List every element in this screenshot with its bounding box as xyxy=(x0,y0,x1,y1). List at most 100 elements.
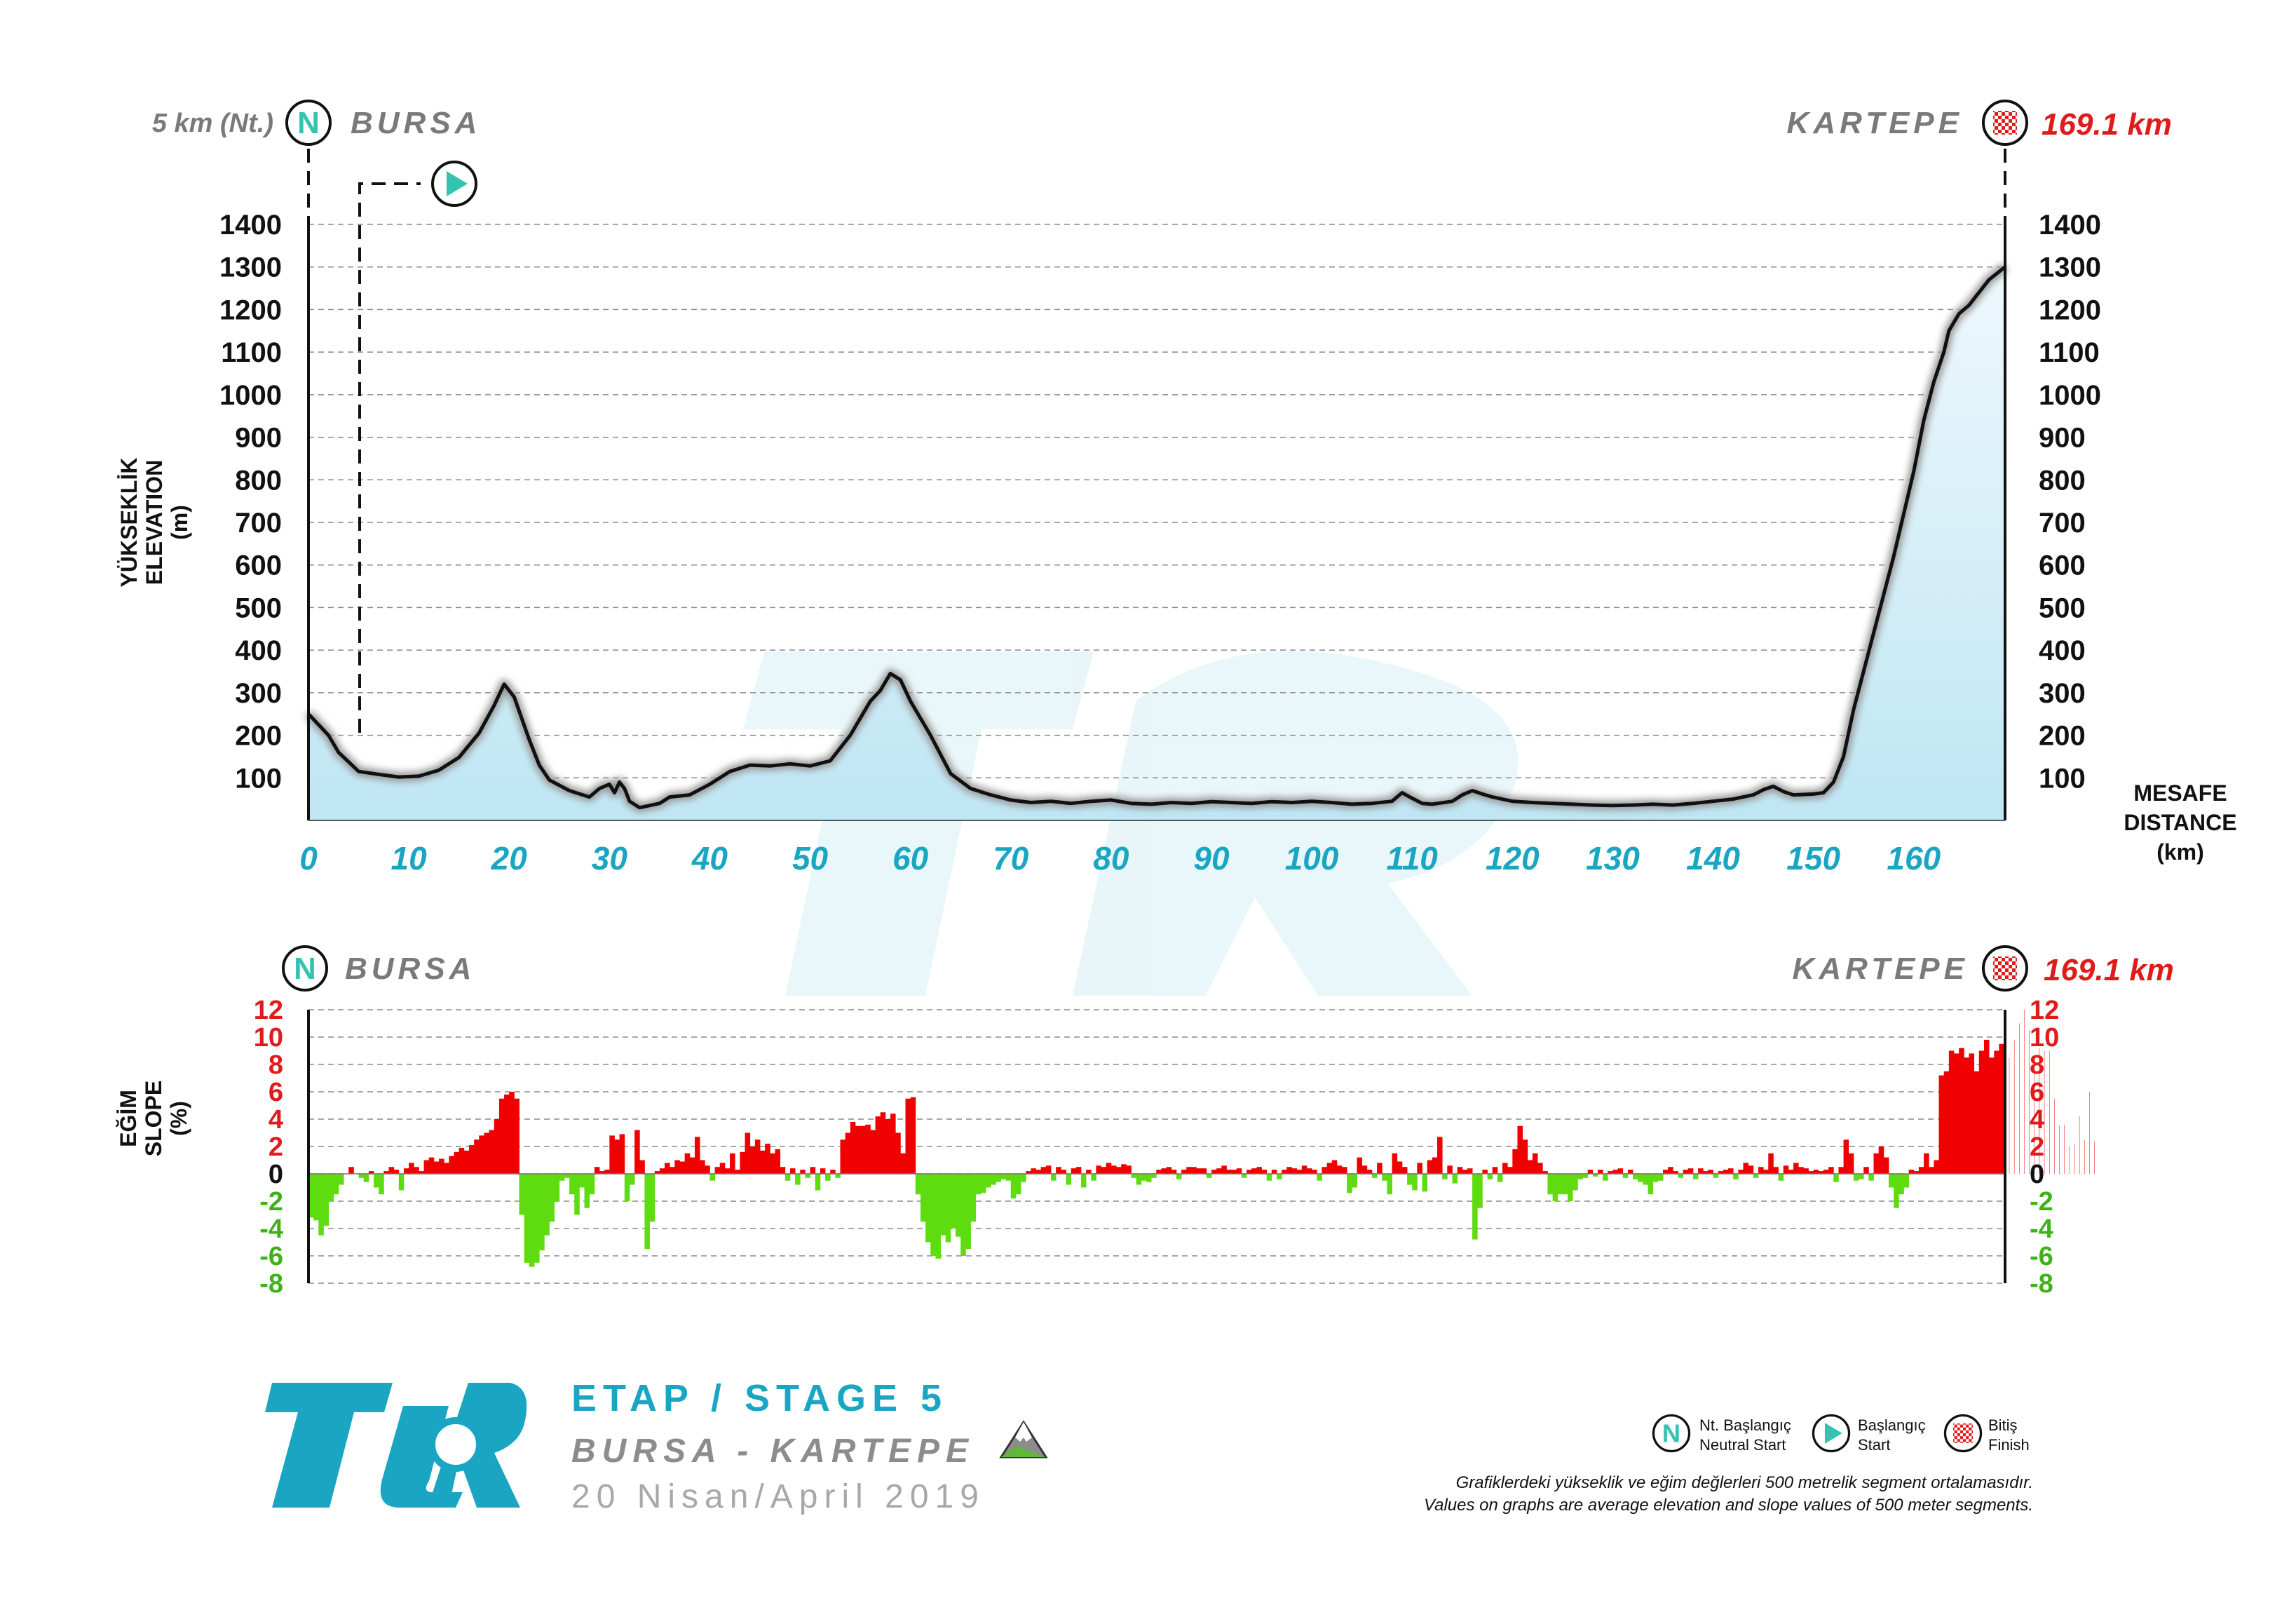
slope-bar-down xyxy=(1577,1174,1583,1179)
slope-bar-up xyxy=(684,1153,691,1174)
legend-neutral-start-icon xyxy=(1652,1414,1691,1453)
slope-bar-up xyxy=(1116,1167,1122,1174)
slope-bar-up xyxy=(1432,1157,1438,1174)
slope-bar-up xyxy=(1587,1170,1594,1174)
slope-bar-down xyxy=(323,1174,330,1226)
slope-bar-up xyxy=(1617,1168,1624,1174)
slope-bar-down xyxy=(529,1174,535,1267)
stage-title: ETAP / STAGE 5 xyxy=(571,1377,948,1419)
slope-bar-down xyxy=(624,1174,630,1201)
slope-bar-up xyxy=(1974,1071,1980,1174)
slope-bar-down xyxy=(935,1174,941,1259)
slope-bar-down xyxy=(1266,1174,1272,1181)
slope-bar-down xyxy=(544,1174,550,1236)
slope-bar-down xyxy=(784,1174,791,1181)
slope-bar-down xyxy=(709,1174,715,1181)
slope-bar-down xyxy=(1568,1174,1573,1201)
slope-bar-up xyxy=(2089,1092,2090,1174)
slope-bar-up xyxy=(2084,1139,2085,1174)
slope-header: BURSA KARTEPE 169.1 km xyxy=(282,945,2174,992)
slope-bar-up xyxy=(1061,1170,1066,1174)
slope-bar-up xyxy=(594,1167,600,1174)
slope-bar-up xyxy=(775,1149,781,1174)
slope-bar-up xyxy=(1336,1165,1343,1174)
slope-bar-down xyxy=(1407,1174,1413,1185)
slope-bar-up xyxy=(749,1146,756,1174)
elevation-y-tick-label: 1300 xyxy=(219,252,282,283)
elevation-x-tick-label: 80 xyxy=(1093,840,1129,877)
slope-bar-down xyxy=(1021,1174,1026,1182)
slope-bar-up xyxy=(1627,1170,1633,1174)
slope-bar-down xyxy=(1051,1174,1057,1181)
slope-bar-down xyxy=(1066,1174,1072,1185)
slope-bar-up xyxy=(780,1167,786,1174)
real-start-dashed-line xyxy=(358,182,421,733)
slope-bar-up xyxy=(659,1168,665,1174)
slope-bar-up xyxy=(1301,1165,1307,1174)
slope-bar-up xyxy=(1126,1165,1132,1174)
elevation-y-tick-label: 500 xyxy=(235,593,282,623)
slope-bar-down xyxy=(1497,1174,1503,1182)
elevation-x-tick-label: 110 xyxy=(1387,840,1439,877)
slope-bar-up xyxy=(1322,1167,1327,1174)
slope-bar-up xyxy=(463,1150,470,1174)
slope-bar-up xyxy=(1271,1170,1277,1174)
slope-bar-up xyxy=(1843,1139,1849,1174)
slope-bar-up xyxy=(2044,1050,2045,1174)
slope-bar-up xyxy=(1668,1167,1673,1174)
slope-bar-up xyxy=(609,1135,615,1174)
slope-bar-up xyxy=(820,1168,826,1174)
slope-bar-up xyxy=(1467,1168,1473,1174)
elevation-y-axis-label: YÜKSEKLİK ELEVATION (m) xyxy=(116,458,192,588)
slope-bar-up xyxy=(1121,1164,1127,1174)
slope-bar-down xyxy=(649,1174,655,1222)
finish-flag-icon xyxy=(1982,100,2028,146)
neutral-offset-label: 5 km (Nt.) xyxy=(152,109,273,138)
slope-bar-up xyxy=(1101,1167,1107,1174)
slope-bar-down xyxy=(1151,1174,1157,1178)
slope-bar-up xyxy=(1913,1171,1920,1174)
legend-finish-tr: Bitiş xyxy=(1988,1416,2018,1434)
slope-bar-up xyxy=(855,1125,861,1174)
slope-bar-up xyxy=(1738,1170,1744,1174)
slope-bar-up xyxy=(770,1153,775,1174)
slope-bar-up xyxy=(2029,1030,2030,1174)
slope-bar-down xyxy=(374,1174,379,1188)
slope-bar-up xyxy=(1201,1168,1207,1174)
slope-bar-up xyxy=(654,1171,660,1174)
slope-bar-up xyxy=(2094,1141,2095,1174)
elevation-y-tick-label-right: 700 xyxy=(2039,508,2086,539)
slope-bar-down xyxy=(950,1174,956,1229)
slope-bar-up xyxy=(1537,1163,1543,1174)
slope-bar-down xyxy=(1859,1174,1864,1179)
slope-bar-up xyxy=(2074,1144,2075,1174)
slope-bar-down xyxy=(1572,1174,1578,1191)
slope-bar-down xyxy=(584,1174,590,1208)
slope-y-tick-label-right: 6 xyxy=(2030,1078,2044,1107)
slope-bar-up xyxy=(765,1144,770,1174)
slope-bar-down xyxy=(1622,1174,1629,1178)
slope-y-tick-label: 8 xyxy=(269,1050,283,1080)
slope-bar-up xyxy=(1045,1165,1052,1174)
slope-bar-down xyxy=(1387,1174,1392,1195)
legend-start-icon xyxy=(1812,1414,1851,1453)
slope-bar-up xyxy=(1296,1170,1303,1174)
elevation-y-tick-label: 1100 xyxy=(221,337,282,368)
elevation-y-ticks-left: 1400 1300 1200 1100 1000 900 800 700 600 500 400 30… xyxy=(219,210,282,794)
slope-bar-down xyxy=(308,1174,314,1218)
slope-bar-up xyxy=(1377,1163,1383,1174)
slope-bar-up xyxy=(850,1121,856,1174)
slope-bar-down xyxy=(1643,1174,1648,1185)
slope-bar-up xyxy=(745,1132,751,1174)
slope-bar-up xyxy=(1978,1050,1985,1174)
slope-bar-up xyxy=(504,1094,510,1174)
elevation-ylabel-line-3: (m) xyxy=(167,505,192,540)
slope-bar-up xyxy=(1783,1165,1789,1174)
slope-bar-up xyxy=(1818,1171,1824,1174)
elevation-y-tick-label-right: 200 xyxy=(2039,721,2086,752)
elevation-y-tick-label-right: 1100 xyxy=(2039,337,2100,368)
slope-bar-down xyxy=(920,1174,926,1222)
slope-y-tick-label-right: 4 xyxy=(2030,1105,2044,1135)
elevation-gridlines xyxy=(308,224,2005,779)
slope-bar-down xyxy=(1352,1174,1357,1188)
